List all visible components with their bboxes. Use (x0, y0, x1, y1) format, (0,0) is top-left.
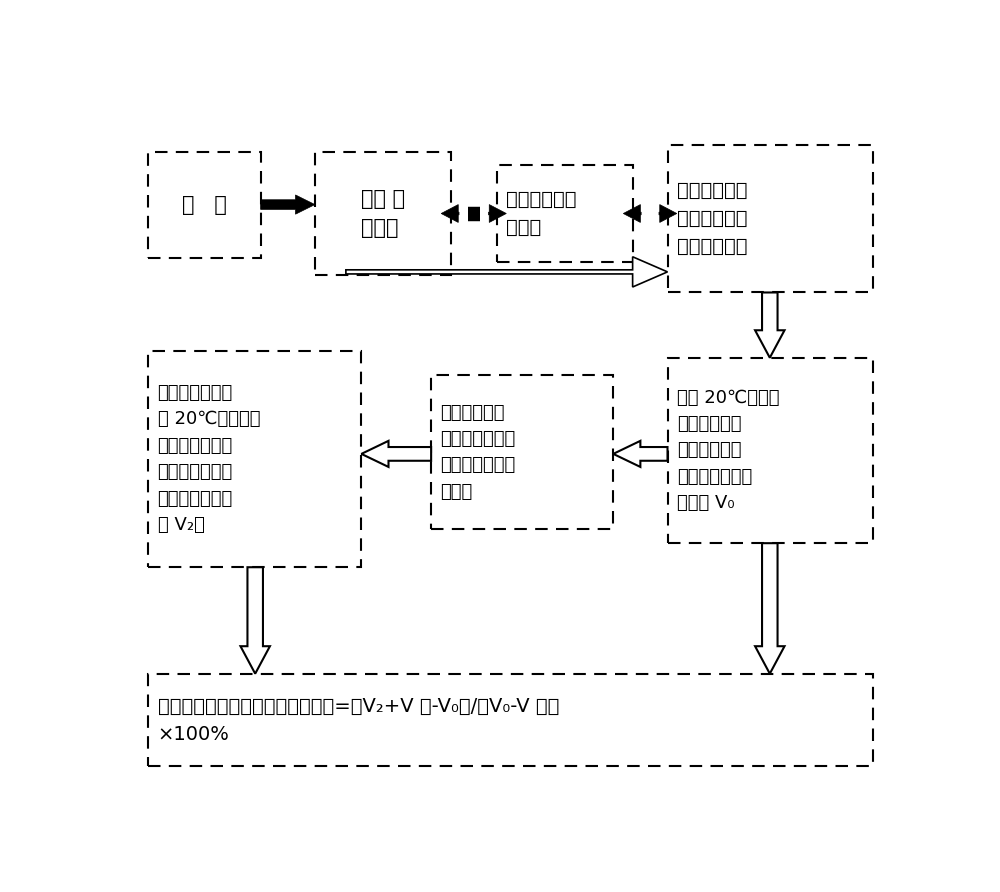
FancyArrow shape (755, 293, 785, 358)
FancyArrow shape (488, 204, 506, 222)
FancyBboxPatch shape (315, 152, 450, 276)
Text: 如析水，加入
增稠剂: 如析水，加入 增稠剂 (506, 190, 577, 237)
FancyArrow shape (623, 204, 641, 222)
FancyBboxPatch shape (497, 165, 633, 261)
Text: 计算水泥或堵剂的膏胀率，膏胀率=（V₂+V 袋-V₀）/（V₀-V 袋）
×100%: 计算水泥或堵剂的膏胀率，膏胀率=（V₂+V 袋-V₀）/（V₀-V 袋） ×10… (158, 697, 559, 744)
FancyArrow shape (240, 567, 270, 673)
Text: 排除 析
水影响: 排除 析 水影响 (361, 189, 405, 238)
Text: 恒温 20℃，用，
密度天平称量
水泥浆排开水
体积，得到水泥
浆体积 V₀: 恒温 20℃，用， 密度天平称量 水泥浆排开水 体积，得到水泥 浆体积 V₀ (677, 389, 779, 512)
FancyArrow shape (361, 441, 431, 467)
FancyArrow shape (261, 195, 315, 214)
FancyBboxPatch shape (668, 145, 873, 293)
FancyArrow shape (755, 543, 785, 673)
FancyArrow shape (441, 204, 459, 222)
FancyBboxPatch shape (431, 375, 613, 530)
FancyBboxPatch shape (148, 351, 361, 567)
FancyArrow shape (659, 204, 677, 222)
FancyBboxPatch shape (148, 152, 261, 258)
Text: 在不同龄期，恒
温 20℃，用天平
称量水泥浆排开
水体积，得到不
同龄期水泥浆体
积 V₂。: 在不同龄期，恒 温 20℃，用天平 称量水泥浆排开 水体积，得到不 同龄期水泥浆… (158, 384, 260, 534)
Text: 配   浆: 配 浆 (182, 195, 227, 215)
Text: 按设定条件养
护，终凝后剪开
塑料袋，取出水
泥块。: 按设定条件养 护，终凝后剪开 塑料袋，取出水 泥块。 (440, 403, 516, 500)
Polygon shape (346, 257, 668, 287)
FancyArrow shape (613, 441, 668, 467)
FancyBboxPatch shape (668, 358, 873, 543)
FancyBboxPatch shape (148, 673, 873, 766)
Text: 用塑料袋灌装
水泥浆，真空
包装法除气泡: 用塑料袋灌装 水泥浆，真空 包装法除气泡 (677, 181, 747, 256)
